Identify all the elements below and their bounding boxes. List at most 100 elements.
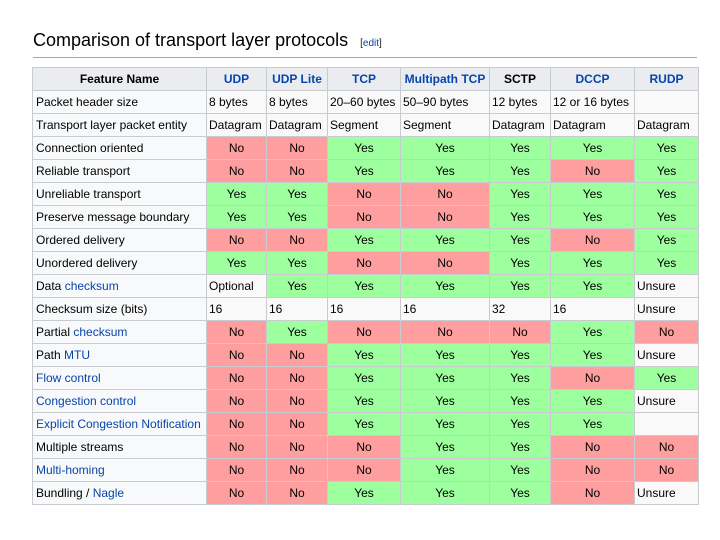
- row-header-link[interactable]: Multi-homing: [36, 463, 105, 477]
- table-cell: No: [206, 458, 267, 482]
- row-header: Multi-homing: [32, 458, 207, 482]
- table-cell: [634, 412, 699, 436]
- table-cell: No: [550, 481, 635, 505]
- comparison-table: Feature Name UDP UDP Lite TCP Multipath …: [32, 67, 699, 505]
- table-row: Path MTU No No Yes Yes Yes Yes Unsure: [32, 343, 699, 367]
- table-row: Transport layer packet entity Datagram Dat…: [32, 113, 699, 137]
- table-cell: Yes: [266, 251, 328, 275]
- table-cell: No: [266, 458, 328, 482]
- table-row: Congestion control No No Yes Yes Yes Yes Unsure: [32, 389, 699, 413]
- table-cell: No: [266, 481, 328, 505]
- table-cell: Yes: [550, 412, 635, 436]
- row-header-link[interactable]: Explicit Congestion Notification: [36, 417, 201, 431]
- row-header-link[interactable]: checksum: [64, 279, 119, 293]
- table-row: Data checksum Optional Yes Yes Yes Yes Yes Unsu…: [32, 274, 699, 298]
- table-cell: Yes: [550, 274, 635, 298]
- table-row: Reliable transport No No Yes Yes Yes No Yes: [32, 159, 699, 183]
- table-cell: No: [206, 389, 267, 413]
- table-cell: Yes: [550, 136, 635, 160]
- row-header-link[interactable]: checksum: [73, 325, 128, 339]
- table-cell: Yes: [400, 412, 490, 436]
- table-cell: Yes: [400, 274, 490, 298]
- row-header: Multiple streams: [32, 435, 207, 459]
- table-cell: Yes: [400, 389, 490, 413]
- table-cell: Yes: [327, 159, 401, 183]
- page-title: Comparison of transport layer protocols: [33, 30, 349, 50]
- table-cell: Yes: [400, 228, 490, 252]
- table-cell: No: [400, 251, 490, 275]
- table-cell: Yes: [550, 320, 635, 344]
- table-cell: No: [266, 412, 328, 436]
- table-cell: No: [266, 159, 328, 183]
- row-header: Data checksum: [32, 274, 207, 298]
- table-cell: No: [634, 320, 699, 344]
- column-header-tcp[interactable]: TCP: [327, 67, 401, 91]
- table-cell: Yes: [489, 205, 551, 229]
- table-cell: 16: [400, 297, 490, 321]
- row-header-text: Path: [36, 348, 65, 362]
- table-cell: Yes: [327, 274, 401, 298]
- table-cell: 12 or 16 bytes: [550, 90, 635, 114]
- table-cell: No: [206, 228, 267, 252]
- table-cell: Yes: [327, 366, 401, 390]
- row-header-text: Bundling /: [36, 486, 93, 500]
- table-cell: 12 bytes: [489, 90, 551, 114]
- table-cell: Yes: [400, 435, 490, 459]
- table-cell: No: [206, 159, 267, 183]
- table-row: Bundling / Nagle No No Yes Yes Yes No Unsure: [32, 481, 699, 505]
- table-cell: No: [327, 182, 401, 206]
- table-cell: Yes: [550, 182, 635, 206]
- row-header-link[interactable]: Flow control: [36, 371, 101, 385]
- table-cell: No: [266, 389, 328, 413]
- table-cell: Yes: [489, 182, 551, 206]
- row-header: Packet header size: [32, 90, 207, 114]
- column-header-rudp[interactable]: RUDP: [634, 67, 699, 91]
- table-row: Preserve message boundary Yes Yes No No Yes Ye…: [32, 205, 699, 229]
- edit-link[interactable]: edit: [362, 38, 380, 49]
- table-cell: No: [206, 481, 267, 505]
- column-header-udp-lite[interactable]: UDP Lite: [266, 67, 328, 91]
- table-cell: Yes: [489, 343, 551, 367]
- row-header-link[interactable]: Nagle: [92, 486, 125, 500]
- table-cell: No: [266, 343, 328, 367]
- table-cell: No: [206, 412, 267, 436]
- row-header: Preserve message boundary: [32, 205, 207, 229]
- table-cell: Yes: [489, 159, 551, 183]
- table-cell: Yes: [634, 366, 699, 390]
- column-header-multipath-tcp[interactable]: Multipath TCP: [400, 67, 490, 91]
- column-header-dccp[interactable]: DCCP: [550, 67, 635, 91]
- row-header-link[interactable]: MTU: [64, 348, 91, 362]
- table-cell: Yes: [400, 136, 490, 160]
- row-header: Reliable transport: [32, 159, 207, 183]
- table-cell: Yes: [266, 274, 328, 298]
- row-header: Checksum size (bits): [32, 297, 207, 321]
- table-cell: No: [550, 435, 635, 459]
- table-cell: No: [400, 182, 490, 206]
- table-cell: Yes: [550, 343, 635, 367]
- table-cell: No: [206, 320, 267, 344]
- row-header: Path MTU: [32, 343, 207, 367]
- table-cell: Yes: [327, 136, 401, 160]
- table-cell: Datagram: [489, 113, 551, 137]
- table-cell: Yes: [634, 251, 699, 275]
- table-cell: Optional: [206, 274, 267, 298]
- row-header: Connection oriented: [32, 136, 207, 160]
- table-cell: Yes: [489, 435, 551, 459]
- table-cell: No: [550, 366, 635, 390]
- table-cell: Datagram: [550, 113, 635, 137]
- row-header-link[interactable]: Congestion control: [36, 394, 137, 408]
- table-cell: Yes: [327, 228, 401, 252]
- table-cell: Yes: [550, 251, 635, 275]
- column-header-udp[interactable]: UDP: [206, 67, 267, 91]
- table-cell: No: [327, 458, 401, 482]
- table-cell: Yes: [489, 251, 551, 275]
- table-cell: Yes: [206, 205, 267, 229]
- row-header: Flow control: [32, 366, 207, 390]
- table-cell: No: [266, 366, 328, 390]
- table-cell: Yes: [327, 412, 401, 436]
- table-cell: Yes: [266, 182, 328, 206]
- table-cell: Yes: [206, 182, 267, 206]
- table-cell: No: [206, 435, 267, 459]
- row-header: Unreliable transport: [32, 182, 207, 206]
- row-header: Unordered delivery: [32, 251, 207, 275]
